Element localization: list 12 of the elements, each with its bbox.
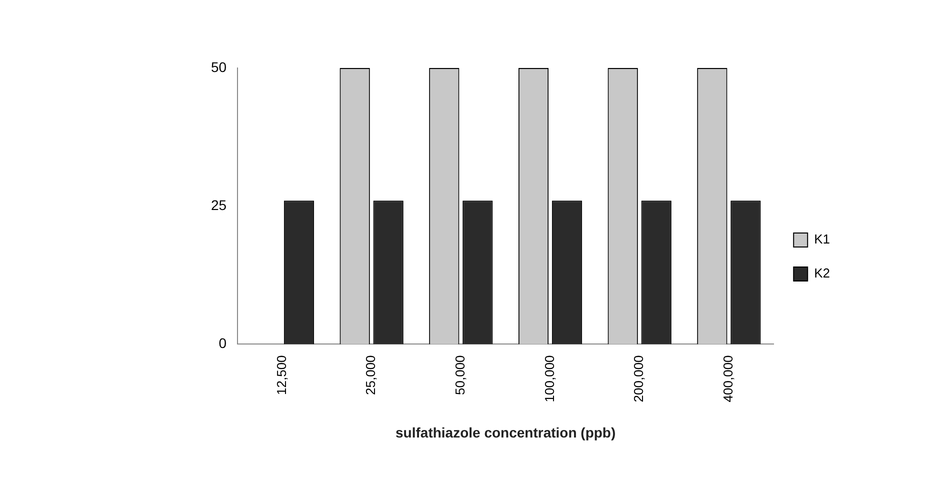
legend-label: K1 [814,232,830,247]
x-tick-label: 12,500 [274,355,289,395]
y-tick-label: 25 [210,196,227,213]
x-tick-label: 100,000 [542,355,557,402]
x-tick-label: 200,000 [631,355,646,402]
x-tick-label: 400,000 [720,355,736,402]
y-tick-label: 50 [210,58,227,75]
legend-label: K2 [814,266,830,281]
y-tick-label: 0 [218,335,227,352]
x-tick-label: 25,000 [363,355,378,395]
x-axis-title: sulfathiazole concentration (ppb) [396,424,616,440]
x-tick-label: 50,000 [452,355,468,395]
